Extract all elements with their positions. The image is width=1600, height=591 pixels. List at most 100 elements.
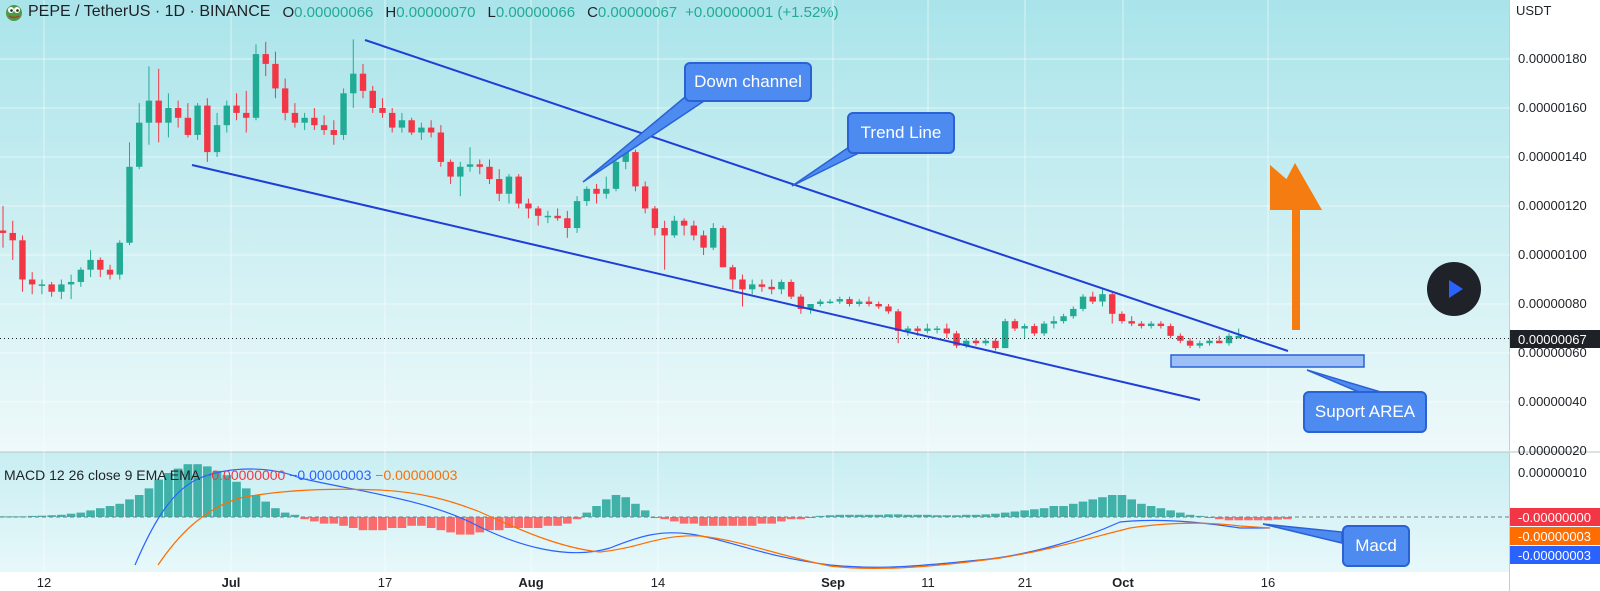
- macd-bar: [37, 515, 47, 517]
- macd-bar: [475, 517, 485, 533]
- macd-bar: [280, 512, 290, 517]
- x-tick-label: Aug: [518, 575, 544, 590]
- macd-bar: [504, 517, 514, 528]
- candle: [875, 301, 882, 309]
- candle: [281, 78, 289, 121]
- x-tick-label: 21: [1017, 575, 1033, 590]
- candle: [885, 304, 892, 314]
- macd-bar: [329, 517, 339, 524]
- price-tick-label: 0.00000060: [1518, 345, 1587, 360]
- candle: [1147, 321, 1155, 329]
- macd-bar: [689, 517, 699, 524]
- low-value: 0.00000066: [495, 3, 576, 21]
- x-tick-label: Sep: [821, 575, 845, 590]
- candle: [826, 299, 834, 304]
- candle: [593, 183, 600, 204]
- macd-line-value: −0.00000003: [289, 467, 372, 483]
- macd-bar: [417, 517, 426, 526]
- candle: [116, 240, 123, 280]
- down-channel-callout[interactable]: Down channel: [684, 62, 812, 102]
- macd-bar: [757, 517, 767, 524]
- macd-bar: [134, 495, 144, 517]
- support-area-callout[interactable]: Suport AREA: [1303, 391, 1427, 433]
- lower-channel-line: [191, 164, 1201, 401]
- macd-bar: [310, 517, 319, 522]
- candle: [1060, 313, 1067, 324]
- price-tick-label: 0.00000080: [1518, 296, 1587, 311]
- price-scale-pane: [1510, 0, 1600, 591]
- candle: [710, 223, 717, 251]
- candle: [982, 338, 989, 346]
- candle: [38, 279, 46, 295]
- candle: [1138, 321, 1145, 329]
- candle: [223, 100, 230, 133]
- macd-bar: [86, 510, 95, 517]
- candle: [106, 264, 114, 280]
- candle: [330, 120, 338, 145]
- macd-bar: [893, 514, 903, 517]
- macd-bar: [339, 517, 348, 526]
- open-label: O: [282, 3, 295, 21]
- price-tick-label: 0.00000180: [1518, 51, 1587, 66]
- macd-header[interactable]: MACD 12 26 close 9 EMA EMA −0.00000000 −…: [4, 467, 457, 483]
- price-tick-label: 0.00000100: [1518, 247, 1587, 262]
- candle: [369, 85, 376, 113]
- macd-bar: [1185, 514, 1195, 517]
- candle: [515, 174, 522, 209]
- macd-bar: [358, 517, 368, 531]
- macd-bar: [57, 514, 66, 517]
- price-tick-label: 0.00000140: [1518, 149, 1587, 164]
- current-price-badge: 0.00000067: [1510, 330, 1600, 348]
- candle: [778, 279, 785, 295]
- candle: [204, 98, 211, 162]
- macd-bar: [738, 517, 747, 526]
- candle: [476, 159, 483, 175]
- macd-callout[interactable]: Macd: [1342, 525, 1410, 567]
- macd-line-badge: -0.00000003: [1510, 546, 1600, 564]
- macd-bar: [777, 517, 786, 522]
- macd-bar: [825, 515, 835, 517]
- macd-bar: [708, 517, 718, 526]
- candle: [447, 159, 454, 184]
- symbol-title[interactable]: PEPE / TetherUS · 1D · BINANCE: [28, 3, 271, 20]
- close-value: 0.00000067: [597, 3, 678, 21]
- macd-bar: [241, 488, 251, 517]
- candle: [953, 330, 960, 349]
- candle: [641, 181, 649, 214]
- candle: [729, 264, 736, 290]
- macd-bar: [942, 515, 952, 517]
- candle: [1128, 316, 1135, 327]
- candle: [457, 161, 464, 197]
- candle: [19, 235, 26, 292]
- macd-bar: [816, 515, 825, 517]
- candle: [145, 66, 153, 145]
- candle: [320, 115, 328, 135]
- currency-unit[interactable]: USDT: [1516, 3, 1552, 18]
- candle: [136, 103, 143, 170]
- macd-bar: [572, 517, 582, 520]
- candle: [350, 39, 357, 108]
- time-scale-pane: [0, 572, 1510, 591]
- macd-bar: [845, 514, 854, 517]
- macd-bar: [164, 473, 173, 517]
- close-label: C: [587, 3, 598, 21]
- trend-line-callout[interactable]: Trend Line: [847, 112, 955, 154]
- candle: [291, 103, 299, 128]
- play-button[interactable]: [1427, 262, 1481, 316]
- candle: [184, 103, 192, 138]
- macd-bar: [203, 466, 212, 517]
- macd-bar: [378, 517, 387, 531]
- candle: [1206, 338, 1213, 346]
- candle: [262, 41, 269, 77]
- candle: [1050, 316, 1058, 329]
- macd-bar: [144, 488, 154, 517]
- macd-bar: [1088, 499, 1098, 517]
- candle: [583, 186, 590, 206]
- macd-bar: [747, 517, 757, 526]
- macd-bar: [767, 517, 776, 524]
- candle: [817, 299, 824, 307]
- macd-bar: [319, 517, 329, 524]
- macd-bar: [835, 514, 845, 517]
- candle: [505, 174, 513, 204]
- macd-bar: [699, 517, 708, 526]
